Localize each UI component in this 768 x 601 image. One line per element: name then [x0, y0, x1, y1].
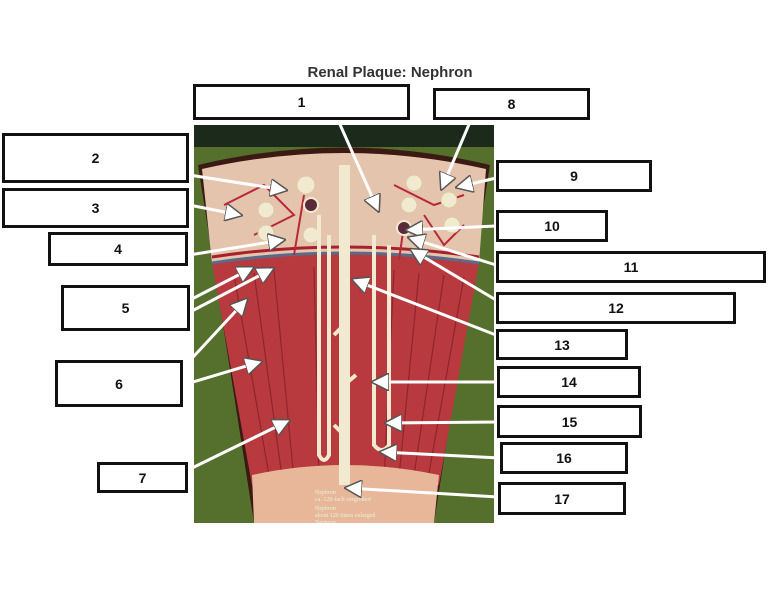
label-box-12[interactable]: 12 — [496, 292, 736, 324]
photo-caption-en-title: Nephron — [315, 506, 336, 512]
label-box-17[interactable]: 17 — [498, 482, 626, 515]
label-box-10[interactable]: 10 — [496, 210, 608, 242]
label-number: 8 — [507, 96, 516, 112]
label-number: 5 — [121, 300, 130, 316]
label-number: 17 — [554, 490, 570, 507]
label-box-6[interactable]: 6 — [55, 360, 183, 407]
label-number: 14 — [561, 374, 577, 390]
photo-caption-de-title: Nephron — [315, 490, 336, 496]
nephron-photo — [194, 125, 494, 523]
label-number: 16 — [556, 450, 572, 466]
photo-caption-en: about 120 times enlarged — [315, 513, 376, 519]
label-box-1[interactable]: 1 — [193, 84, 410, 120]
label-box-8[interactable]: 8 — [433, 88, 590, 120]
photo-caption-de: ca. 120-fach vergrößert — [315, 497, 372, 503]
label-box-16[interactable]: 16 — [500, 442, 628, 474]
label-number: 4 — [114, 241, 122, 257]
label-number: 6 — [115, 375, 123, 392]
label-box-9[interactable]: 9 — [496, 160, 652, 192]
label-number: 11 — [623, 259, 639, 275]
label-number: 12 — [608, 300, 624, 316]
label-number: 7 — [138, 469, 147, 486]
label-number: 10 — [544, 218, 560, 234]
label-number: 1 — [297, 94, 306, 110]
label-box-3[interactable]: 3 — [2, 188, 189, 228]
photo-caption-extra: Nephron — [315, 520, 336, 523]
label-box-14[interactable]: 14 — [497, 366, 641, 398]
label-box-4[interactable]: 4 — [48, 232, 188, 266]
page-title: Renal Plaque: Nephron — [307, 64, 473, 81]
label-box-15[interactable]: 15 — [497, 405, 642, 438]
label-box-7[interactable]: 7 — [97, 462, 188, 493]
label-box-2[interactable]: 2 — [2, 133, 189, 183]
label-box-11[interactable]: 11 — [496, 251, 766, 283]
label-number: 9 — [570, 168, 578, 184]
label-number: 13 — [554, 336, 570, 353]
label-box-13[interactable]: 13 — [496, 329, 628, 360]
label-box-5[interactable]: 5 — [61, 285, 190, 331]
label-number: 2 — [91, 150, 100, 166]
label-number: 15 — [561, 413, 578, 430]
label-number: 3 — [91, 200, 100, 216]
